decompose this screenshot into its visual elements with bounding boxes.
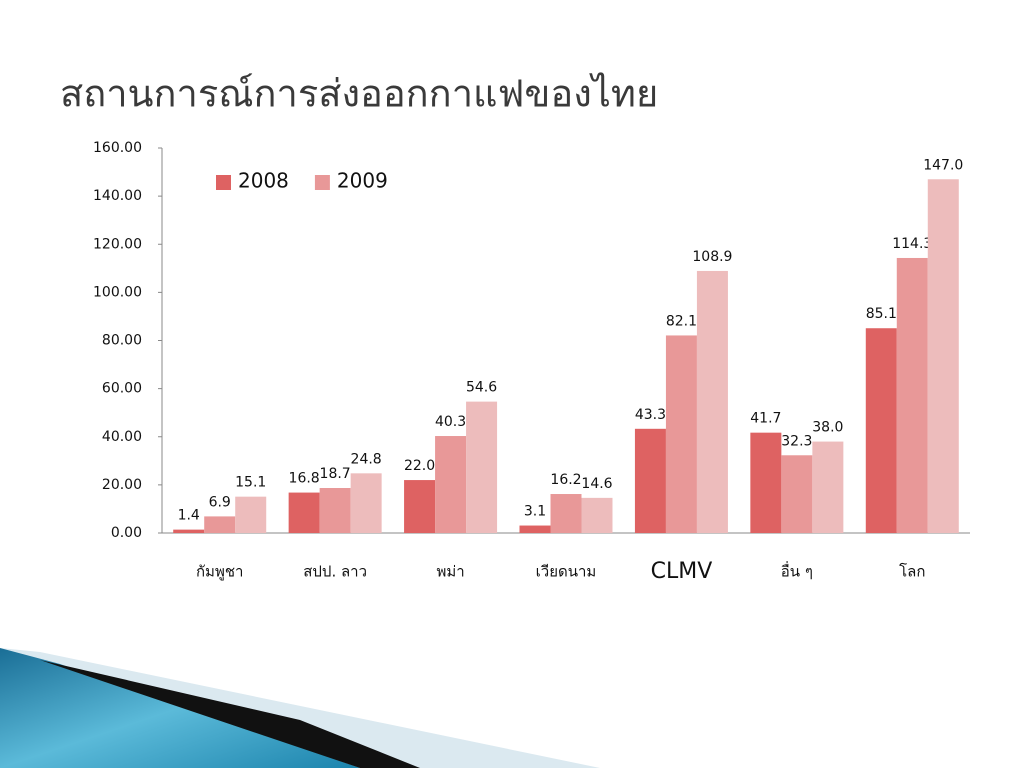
bar: [288, 492, 320, 533]
value-label: 16.8: [289, 471, 320, 487]
x-tick-label: CLMV: [651, 559, 713, 584]
y-tick-label: 140.00: [93, 188, 142, 204]
bar: [665, 335, 697, 533]
x-tick-label: โลก: [899, 563, 925, 581]
x-tick-label: กัมพูชา: [196, 563, 243, 581]
value-label: 32.3: [781, 433, 812, 449]
value-label: 147.0: [923, 157, 963, 173]
value-label: 41.7: [750, 411, 781, 427]
value-label: 114.3: [892, 236, 932, 252]
value-label: 15.1: [235, 475, 266, 491]
x-tick-label: อื่น ๆ: [781, 561, 813, 581]
value-label: 16.2: [550, 472, 581, 488]
bar: [750, 432, 782, 533]
value-label: 1.4: [178, 508, 200, 524]
value-label: 6.9: [209, 494, 231, 510]
bar: [519, 525, 551, 533]
y-tick-label: 120.00: [93, 236, 142, 252]
legend-label: 2008: [238, 169, 289, 193]
bar: [812, 441, 844, 533]
bar: [319, 488, 351, 533]
chart-title: สถานการณ์การส่งออกกาแฟของไทย: [60, 72, 658, 116]
value-label: 18.7: [320, 466, 351, 482]
value-label: 3.1: [524, 504, 546, 520]
y-tick-label: 60.00: [102, 381, 142, 397]
value-label: 38.0: [812, 420, 843, 436]
x-tick-label: พม่า: [436, 563, 464, 581]
bar: [927, 179, 959, 533]
bar: [634, 428, 666, 533]
bar: [350, 473, 382, 533]
bar: [204, 516, 236, 533]
bar: [865, 328, 897, 533]
bar: [404, 480, 436, 533]
value-label: 108.9: [692, 249, 732, 265]
value-label: 43.3: [635, 407, 666, 423]
value-label: 54.6: [466, 380, 497, 396]
bar: [781, 455, 813, 533]
legend-swatch: [314, 175, 330, 190]
value-label: 85.1: [866, 306, 897, 322]
value-label: 82.1: [666, 313, 697, 329]
decor-blue: [0, 648, 360, 768]
bar: [173, 529, 205, 533]
y-tick-label: 0.00: [111, 525, 142, 541]
bar: [235, 496, 267, 533]
legend-swatch: [216, 175, 231, 190]
bar: [581, 497, 613, 533]
y-tick-label: 20.00: [102, 477, 142, 493]
y-tick-label: 80.00: [102, 333, 142, 349]
x-tick-label: สปป. ลาว: [303, 563, 367, 581]
value-label: 14.6: [581, 476, 612, 492]
y-tick-label: 160.00: [93, 140, 142, 156]
value-label: 22.0: [404, 458, 435, 474]
y-tick-label: 100.00: [93, 284, 142, 300]
value-label: 24.8: [351, 451, 382, 467]
value-label: 40.3: [435, 414, 466, 430]
legend-label: 2009: [337, 169, 388, 193]
bar: [466, 401, 498, 533]
bar: [550, 494, 582, 533]
x-tick-label: เวียดนาม: [536, 563, 597, 581]
y-tick-label: 40.00: [102, 429, 142, 445]
bar: [696, 270, 728, 533]
decor-black: [40, 660, 420, 768]
bar: [435, 436, 467, 533]
bar: [896, 257, 928, 533]
